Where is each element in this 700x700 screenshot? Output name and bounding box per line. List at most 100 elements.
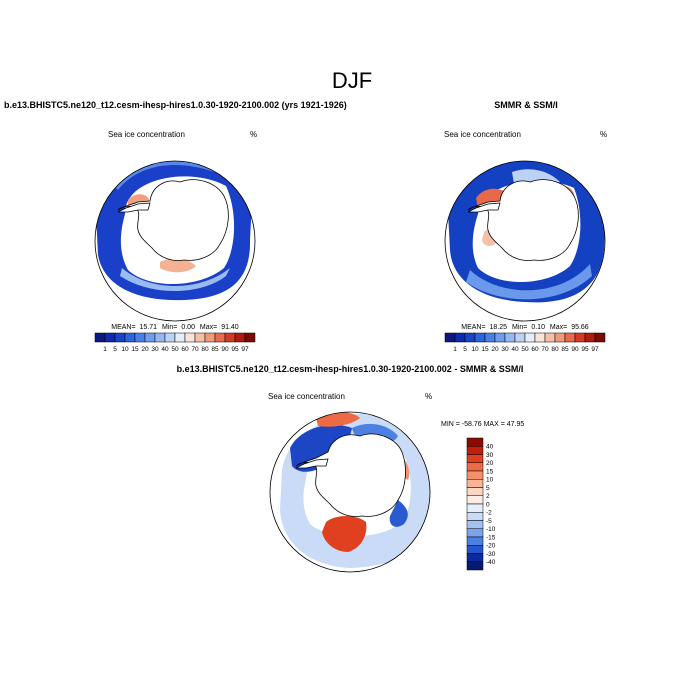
panel-title: SMMR & SSM/I xyxy=(494,100,558,110)
stats-text: MEAN= 15.71 Min= 0.00 Max= 91.40 xyxy=(111,324,239,331)
colorbar-box xyxy=(124,332,136,343)
colorbar-tick-label: 30 xyxy=(151,346,159,353)
map-observed xyxy=(448,161,605,303)
colorbar-box xyxy=(94,332,106,343)
ice-high-patch xyxy=(160,258,196,273)
colorbar-tick-label: 50 xyxy=(521,346,529,353)
diff-negative xyxy=(389,500,408,527)
colorbar-box xyxy=(466,545,484,554)
colorbar-box xyxy=(544,332,556,343)
left-label: Sea ice concentration xyxy=(268,392,345,401)
colorbar-box xyxy=(466,503,484,513)
stats-text: MEAN= 18.25 Min= 0.10 Max= 95.66 xyxy=(461,324,589,331)
colorbar-tick-label: 30 xyxy=(486,452,494,459)
colorbar-tick-label: -30 xyxy=(486,551,496,558)
colorbar-box xyxy=(454,332,466,343)
colorbar-box xyxy=(466,479,484,488)
colorbar-box xyxy=(466,437,484,447)
colorbar-box xyxy=(466,536,484,546)
colorbar-box xyxy=(164,332,176,343)
left-label: Sea ice concentration xyxy=(108,130,185,139)
colorbar-box xyxy=(594,332,606,343)
colorbar-tick-label: 10 xyxy=(121,346,129,353)
colorbar-tick-label: 60 xyxy=(531,346,539,353)
colorbar-tick-label: 85 xyxy=(561,346,569,353)
colorbar-box xyxy=(214,332,226,343)
ice-outer-band xyxy=(96,161,252,301)
ice-outer-band xyxy=(448,161,605,303)
colorbar-box xyxy=(104,332,116,343)
colorbar-box xyxy=(466,446,484,455)
colorbar-tick-label: 95 xyxy=(581,346,589,353)
colorbar-box xyxy=(224,332,236,343)
left-label: Sea ice concentration xyxy=(444,130,521,139)
colorbar-tick-label: 20 xyxy=(491,346,499,353)
colorbar-box xyxy=(154,332,166,343)
colorbar-box xyxy=(134,332,146,343)
ice-inner-band xyxy=(120,268,230,291)
colorbar-tick-label: -20 xyxy=(486,543,496,550)
colorbar-tick-label: 1 xyxy=(103,346,107,353)
colorbar-box xyxy=(444,332,456,343)
colorbar-box xyxy=(484,332,496,343)
peninsula-outline xyxy=(117,202,151,213)
mean-label: MEAN= xyxy=(111,324,135,331)
colorbar-tick-label: 0 xyxy=(486,501,490,508)
colorbar-tick-label: 95 xyxy=(231,346,239,353)
colorbar-box xyxy=(466,462,484,472)
colorbar: 1 5 10 15 20 30 40 50 60 70 80 85 90 95 97 xyxy=(444,332,606,353)
colorbar-box xyxy=(534,332,546,343)
colorbar-box xyxy=(234,332,246,343)
colorbar-tick-label: 30 xyxy=(501,346,509,353)
colorbar-tick-label: -15 xyxy=(486,534,496,541)
colorbar-box xyxy=(466,553,484,562)
colorbar-tick-label: -2 xyxy=(486,510,492,517)
colorbar-box xyxy=(466,528,484,538)
colorbar-box xyxy=(466,495,484,505)
colorbar-tick-label: 70 xyxy=(191,346,199,353)
colorbar-box xyxy=(466,520,484,529)
colorbar-tick-label: 40 xyxy=(486,444,494,451)
colorbar-tick-label: 1 xyxy=(453,346,457,353)
colorbar-tick-label: 97 xyxy=(591,346,599,353)
colorbar-tick-label: 85 xyxy=(211,346,219,353)
colorbar-box xyxy=(554,332,566,343)
panel-model: b.e13.BHISTC5.ne120_t12.cesm-ihesp-hires… xyxy=(4,100,347,353)
min-value: 0.00 xyxy=(181,324,195,331)
antarctica-outline xyxy=(117,179,229,261)
map-border xyxy=(269,411,431,573)
colorbar-tick-label: 15 xyxy=(486,468,494,475)
colorbar-box xyxy=(564,332,576,343)
colorbar-box xyxy=(204,332,216,343)
colorbar-tick-label: 20 xyxy=(141,346,149,353)
map-border xyxy=(444,160,606,322)
colorbar-tick-label: 90 xyxy=(571,346,579,353)
colorbar-tick-label: -5 xyxy=(486,518,492,525)
map-model xyxy=(96,161,252,301)
max-value: 91.40 xyxy=(221,324,239,331)
map-border xyxy=(94,160,256,322)
max-label: Max= xyxy=(200,324,217,331)
colorbar-box xyxy=(466,454,484,463)
antarctica-outline xyxy=(467,179,579,261)
colorbar-box xyxy=(174,332,186,343)
colorbar-box xyxy=(574,332,586,343)
antarctica-outline xyxy=(295,433,406,517)
colorbar-tick-label: 60 xyxy=(181,346,189,353)
colorbar-tick-label: 10 xyxy=(471,346,479,353)
colorbar-box xyxy=(144,332,156,343)
colorbar-tick-label: 40 xyxy=(161,346,169,353)
mean-value: 18.25 xyxy=(490,324,508,331)
colorbar-box xyxy=(584,332,596,343)
colorbar-box xyxy=(474,332,486,343)
colorbar-box xyxy=(464,332,476,343)
colorbar-tick-label: -10 xyxy=(486,526,496,533)
max-value: 95.66 xyxy=(571,324,589,331)
colorbar-box xyxy=(466,470,484,480)
colorbar: 1 5 10 15 20 30 40 50 60 70 80 85 90 95 97 xyxy=(94,332,256,353)
ice-mid-band xyxy=(466,264,592,300)
colorbar-box xyxy=(466,512,484,521)
colorbar-box xyxy=(114,332,126,343)
min-label: Min= xyxy=(512,324,527,331)
